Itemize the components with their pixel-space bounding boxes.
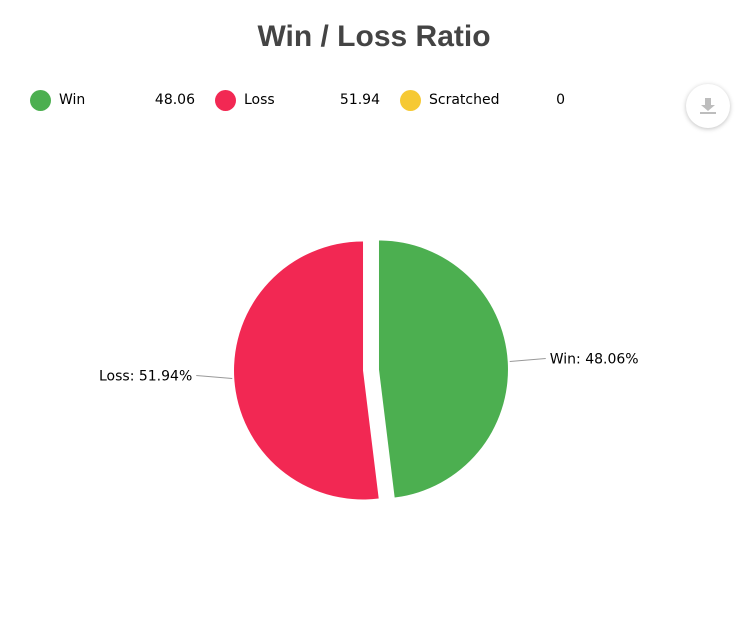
legend-marker-loss: [215, 89, 236, 111]
legend: Win 48.06 Loss 51.94 Scratched 0: [30, 88, 565, 112]
data-label-loss: Loss: 51.94%: [99, 368, 192, 384]
legend-item-loss[interactable]: Loss 51.94: [215, 88, 380, 112]
connector-loss: [196, 374, 233, 379]
pie-slice-loss[interactable]: [234, 241, 379, 500]
pie-labels: Win: 48.06% Loss: 51.94%: [99, 352, 639, 385]
download-icon: [700, 98, 716, 114]
legend-label-scratched: Scratched: [429, 92, 500, 108]
legend-label-loss: Loss: [244, 92, 275, 108]
connector-win: [509, 358, 546, 363]
download-button[interactable]: [686, 84, 730, 128]
pie-slices: [234, 240, 508, 500]
legend-value-win: 48.06: [154, 92, 195, 108]
legend-marker-win: [30, 89, 51, 111]
legend-item-scratched[interactable]: Scratched 0: [400, 88, 565, 112]
legend-item-win[interactable]: Win 48.06: [30, 88, 195, 112]
legend-value-loss: 51.94: [339, 92, 380, 108]
data-label-win: Win: 48.06%: [550, 352, 639, 368]
legend-marker-scratched: [400, 89, 421, 111]
legend-value-scratched: 0: [556, 92, 565, 108]
chart-title: Win / Loss Ratio: [257, 20, 491, 53]
pie-slice-win[interactable]: [378, 240, 508, 498]
legend-label-win: Win: [59, 92, 86, 108]
